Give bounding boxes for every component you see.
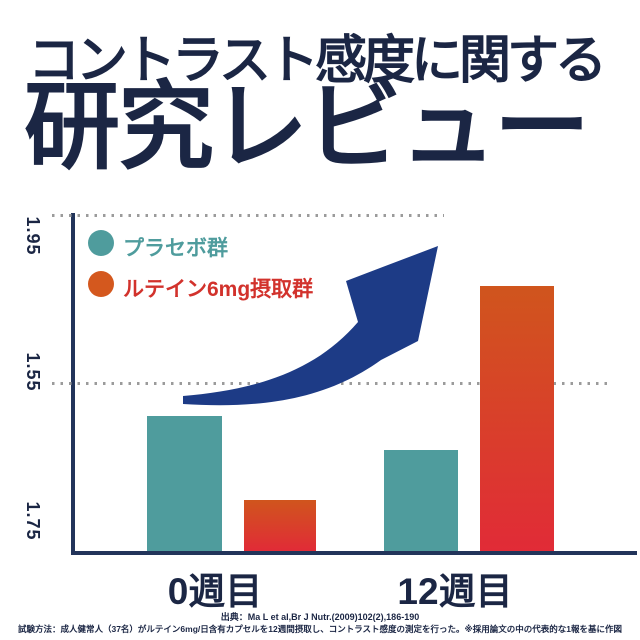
page-title-line2: 研究レビュー bbox=[24, 74, 590, 181]
x-axis-label-week12: 12週目 bbox=[397, 571, 513, 612]
gridline-top-dotted bbox=[52, 214, 444, 217]
citation-method: 試験方法：成人健常人（37名）がルテイン6mg/日含有カプセルを12週間摂取し、… bbox=[17, 624, 623, 634]
legend-dot-placebo-icon bbox=[88, 230, 114, 256]
y-axis-tick-middle: 1.55 bbox=[23, 352, 43, 392]
legend-label-lutein: ルテイン6mg摂取群 bbox=[123, 278, 314, 301]
y-axis-tick-bottom: 1.75 bbox=[23, 501, 43, 541]
y-axis-tick-top: 1.95 bbox=[23, 216, 43, 256]
bar-lutein-week12 bbox=[480, 286, 554, 551]
legend-dot-lutein-icon bbox=[88, 271, 114, 297]
bar-placebo-week0 bbox=[147, 416, 222, 551]
legend-label-placebo: プラセボ群 bbox=[123, 237, 228, 260]
citation-source: 出典：Ma L et al,Br J Nutr.(2009)102(2),186… bbox=[220, 612, 420, 622]
x-axis-line bbox=[71, 551, 637, 555]
x-axis-label-week0: 0週目 bbox=[167, 571, 263, 612]
bar-placebo-week12 bbox=[384, 450, 458, 551]
page-title-line1: コントラスト感度に関する bbox=[28, 32, 607, 90]
bar-lutein-week0 bbox=[244, 500, 316, 551]
